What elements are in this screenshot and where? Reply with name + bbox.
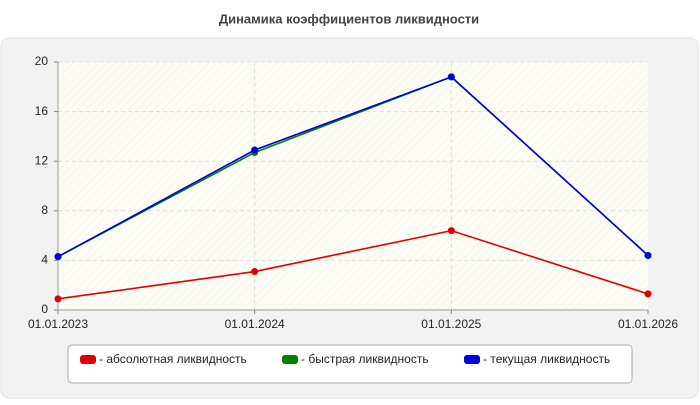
x-tick-label: 01.01.2024 [225, 317, 285, 331]
x-tick-label: 01.01.2025 [421, 317, 481, 331]
series-line [57, 229, 649, 300]
y-tick-label: 8 [41, 203, 48, 217]
data-point [447, 73, 455, 81]
legend-box [67, 344, 633, 384]
legend-label: - текущая ликвидность [483, 352, 610, 366]
series-line [57, 75, 649, 258]
data-point [251, 268, 259, 276]
data-point [644, 251, 652, 259]
y-tick-label: 0 [41, 302, 48, 316]
y-tick-label: 16 [35, 104, 49, 118]
x-tick-label: 01.01.2023 [28, 317, 88, 331]
data-point [447, 227, 455, 235]
x-tick-label: 01.01.2026 [618, 317, 678, 331]
plot-area [58, 62, 648, 310]
legend-label: - абсолютная ликвидность [99, 352, 247, 366]
y-tick-label: 20 [35, 54, 49, 68]
y-tick-label: 12 [35, 153, 49, 167]
legend-swatch [80, 355, 96, 364]
data-point [644, 290, 652, 298]
y-tick-label: 4 [41, 253, 48, 267]
data-point [54, 253, 62, 261]
data-point [54, 295, 62, 303]
legend-swatch [282, 355, 298, 364]
legend-label: - быстрая ликвидность [301, 352, 429, 366]
legend-swatch [464, 355, 480, 364]
chart-title: Динамика коэффициентов ликвидности [219, 11, 479, 26]
data-point [251, 146, 259, 154]
